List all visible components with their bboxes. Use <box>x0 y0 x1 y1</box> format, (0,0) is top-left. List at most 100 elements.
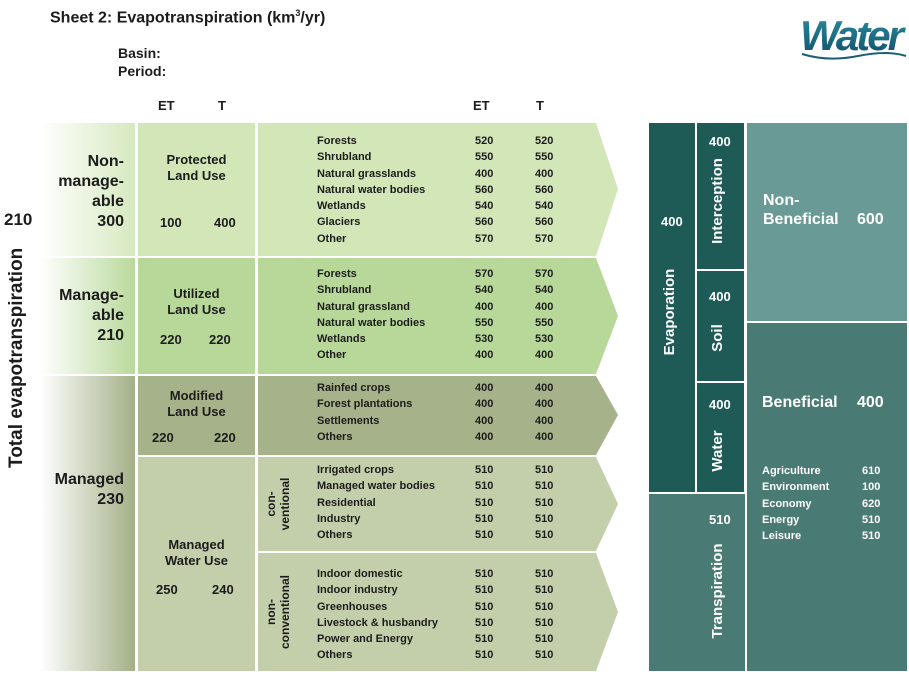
category-managed: Managed 230 <box>54 471 124 508</box>
svg-text:Water: Water <box>800 12 907 59</box>
list-item: Agriculture 610 <box>762 465 881 477</box>
list-item: Others 400 400 <box>317 430 554 443</box>
beneficial-list: Agriculture 610 Environment 100 Economy 620… <box>762 463 892 544</box>
list-item: Settlements 400 400 <box>317 414 554 427</box>
evaporation-value: 400 <box>661 214 683 229</box>
land-use-et: 100 <box>160 215 182 230</box>
land-use-t: 220 <box>214 430 236 445</box>
class-list: Irrigated crops 510 510 Managed water bodi… <box>317 462 575 543</box>
list-item: Indoor domestic 510 510 <box>317 568 554 580</box>
band-manageable <box>40 258 135 374</box>
list-item: Livestock & husbandry 510 510 <box>317 616 554 629</box>
class-arrow-protected <box>258 123 618 256</box>
list-item: Forests 570 570 <box>317 268 554 280</box>
land-use-utilized <box>138 258 255 374</box>
transpiration-box <box>649 494 745 671</box>
class-list: Rainfed crops 400 400 Forest plantations 40… <box>317 380 575 445</box>
soil-label: Soil <box>709 324 726 352</box>
beneficial-box <box>747 323 907 671</box>
category-manageable: Manage-able 210 <box>59 287 124 344</box>
list-item: Economy 620 <box>762 497 881 510</box>
soil-value: 400 <box>709 289 731 304</box>
list-item: Other 570 570 <box>317 232 554 245</box>
class-arrow-conventional <box>258 457 618 551</box>
interception-value: 400 <box>709 134 731 149</box>
soil-box <box>697 271 744 381</box>
class-arrow-non-conventional <box>258 553 618 671</box>
evaporation-label: Evaporation <box>661 268 678 356</box>
land-use-label: Utilized Land Use <box>167 286 226 317</box>
beneficial-value: 400 <box>857 394 884 411</box>
non-beneficial-label: Non- Beneficial <box>763 192 839 228</box>
class-list: Forests 520 520 Shrubland 550 550 Natural gr… <box>317 133 575 247</box>
list-item: Natural water bodies 550 550 <box>317 316 554 329</box>
list-item: Shrubland 540 540 <box>317 284 554 297</box>
list-item: Shrubland 550 550 <box>317 151 554 164</box>
list-item: Rainfed crops 400 400 <box>317 382 554 394</box>
transpiration-value: 510 <box>709 512 731 527</box>
list-item: Indoor industry 510 510 <box>317 584 554 597</box>
water-value: 400 <box>709 397 731 412</box>
list-item: Wetlands 530 530 <box>317 333 554 346</box>
evaporation-box <box>649 123 695 492</box>
band-managed <box>40 376 135 671</box>
class-list: Forests 570 570 Shrubland 540 540 Natural gr… <box>317 266 575 364</box>
list-item: Irrigated crops 510 510 <box>317 464 554 476</box>
land-use-t: 400 <box>214 215 236 230</box>
list-item: Forest plantations 400 400 <box>317 398 554 411</box>
period-label: Period: <box>118 63 167 79</box>
water-logo: Water <box>798 6 909 62</box>
total-evapotranspiration-value: 210 <box>4 210 33 229</box>
list-item: Wetlands 540 540 <box>317 200 554 213</box>
class-arrow-modified <box>258 376 618 455</box>
column-header-t: T <box>218 98 226 113</box>
list-item: Natural grasslands 400 400 <box>317 167 554 180</box>
list-item: Others 510 510 <box>317 529 554 542</box>
land-use-et: 220 <box>152 430 174 445</box>
water-label: Water <box>709 430 726 472</box>
sub-group-non-conventional: non-conventional <box>264 575 292 650</box>
list-item: Natural water bodies 560 560 <box>317 183 554 196</box>
column-header-t: T <box>536 98 544 113</box>
land-use-t: 220 <box>209 332 231 347</box>
list-item: Greenhouses 510 510 <box>317 600 554 613</box>
land-use-et: 250 <box>156 582 178 597</box>
beneficial-label: Beneficial <box>762 394 838 411</box>
class-arrow-utilized <box>258 258 618 374</box>
non-beneficial-box <box>747 123 907 321</box>
interception-box <box>697 123 744 269</box>
interception-label: Interception <box>709 158 726 244</box>
land-use-t: 240 <box>212 582 234 597</box>
column-header-et: ET <box>158 98 175 113</box>
land-use-label: Managed Water Use <box>164 537 229 568</box>
land-use-et: 220 <box>160 332 182 347</box>
land-use-protected <box>138 123 255 256</box>
water-box <box>697 383 744 492</box>
list-item: Power and Energy 510 510 <box>317 633 554 646</box>
list-item: Energy 510 <box>762 513 881 526</box>
sub-group-conventional: con-ventional <box>264 477 292 531</box>
list-item: Forests 520 520 <box>317 135 554 147</box>
non-beneficial-value: 600 <box>857 211 884 228</box>
list-item: Environment 100 <box>762 481 881 494</box>
sheet-title: Sheet 2: Evapotranspiration (km3/yr) <box>50 8 326 27</box>
list-item: Others 510 510 <box>317 649 554 662</box>
land-use-label: Modified Land Use <box>167 388 226 419</box>
list-item: Natural grassland 400 400 <box>317 300 554 313</box>
band-non-manageable <box>40 123 135 256</box>
basin-label: Basin: <box>118 45 161 61</box>
list-item: Industry 510 510 <box>317 512 554 525</box>
class-list: Indoor domestic 510 510 Indoor industry 510… <box>317 566 575 664</box>
land-use-label: Protected Land Use <box>166 152 227 183</box>
land-use-modified <box>138 376 255 455</box>
category-non-manageable: Non-manage-able 300 <box>58 153 124 230</box>
column-header-et: ET <box>473 98 490 113</box>
list-item: Glaciers 560 560 <box>317 216 554 229</box>
list-item: Other 400 400 <box>317 349 554 362</box>
transpiration-label: Transpiration <box>709 543 726 639</box>
list-item: Residential 510 510 <box>317 496 554 509</box>
list-item: Managed water bodies 510 510 <box>317 480 554 493</box>
list-item: Leisure 510 <box>762 530 881 543</box>
land-use-managed-water <box>138 457 255 671</box>
